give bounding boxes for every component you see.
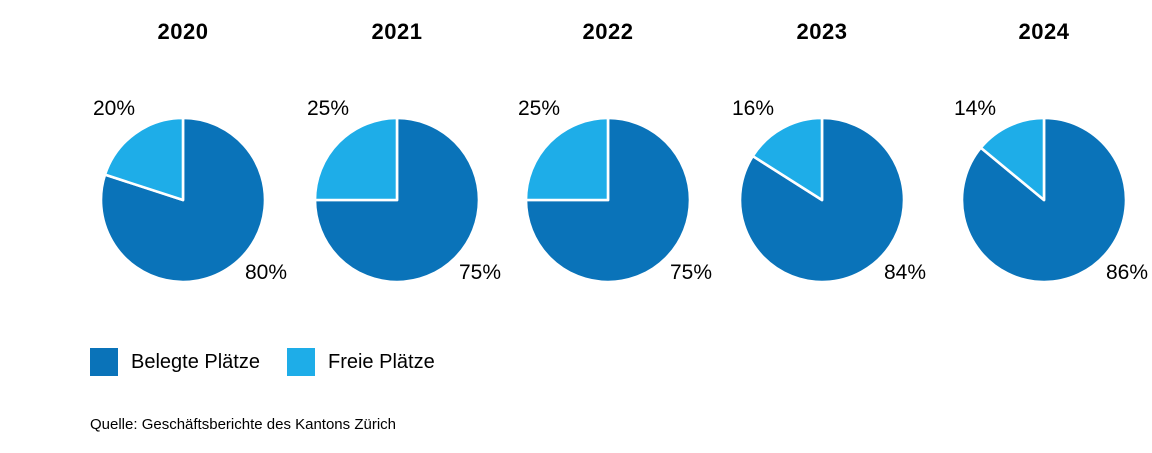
legend: Belegte Plätze Freie Plätze (90, 348, 435, 376)
legend-label-belegte-plaetze: Belegte Plätze (131, 351, 260, 373)
legend-swatch-belegte-plaetze (90, 348, 118, 376)
legend-swatch-freie-plaetze (286, 348, 315, 376)
source-note: Quelle: Geschäftsberichte des Kantons Zü… (90, 416, 396, 433)
slice-belegte-plaetze (313, 116, 481, 284)
year-label-2021: 2021 (371, 19, 423, 44)
pie-2021 (313, 116, 481, 284)
slice-freie-plaetze (751, 116, 824, 202)
free-share-label-2020: 20% (92, 97, 135, 120)
pie-2020 (99, 116, 267, 284)
free-share-label-2023: 16% (731, 97, 774, 120)
slice-freie-plaetze (979, 116, 1046, 202)
slice-belegte-plaetze (524, 116, 692, 284)
year-label-2022: 2022 (582, 19, 634, 44)
slice-freie-plaetze (103, 116, 185, 202)
year-label-2023: 2023 (796, 19, 848, 44)
pie-figure-2024: 2024 14% 86% (936, 0, 1152, 300)
legend-item-freie-plaetze: Freie Plätze (286, 348, 435, 376)
occupied-share-label-2024: 86% (1106, 261, 1149, 284)
pie-figure-2020: 2020 20% 80% (75, 0, 291, 300)
free-share-label-2024: 14% (953, 97, 996, 120)
legend-item-belegte-plaetze: Belegte Plätze (90, 348, 260, 376)
year-label-2020: 2020 (157, 19, 209, 44)
pie-figure-2023: 2023 16% 84% (714, 0, 930, 300)
pie-2023 (738, 116, 906, 284)
slice-freie-plaetze (313, 116, 399, 202)
year-label-2024: 2024 (1018, 19, 1070, 44)
pie-figure-2021: 2021 25% 75% (289, 0, 505, 300)
pie-2024 (960, 116, 1128, 284)
charts-row: 2020 20% 80% 2021 25% 75% 2022 25% 75% 2023 16% 84%… (75, 0, 1152, 300)
free-share-label-2021: 25% (306, 97, 349, 120)
occupied-share-label-2022: 75% (670, 261, 713, 284)
free-share-label-2022: 25% (517, 97, 560, 120)
occupied-share-label-2023: 84% (884, 261, 927, 284)
legend-label-freie-plaetze: Freie Plätze (327, 351, 435, 373)
slice-freie-plaetze (524, 116, 610, 202)
occupied-share-label-2021: 75% (459, 261, 502, 284)
pie-figure-2022: 2022 25% 75% (500, 0, 716, 300)
slice-belegte-plaetze (738, 116, 906, 284)
occupied-share-label-2020: 80% (245, 261, 288, 284)
pie-2022 (524, 116, 692, 284)
